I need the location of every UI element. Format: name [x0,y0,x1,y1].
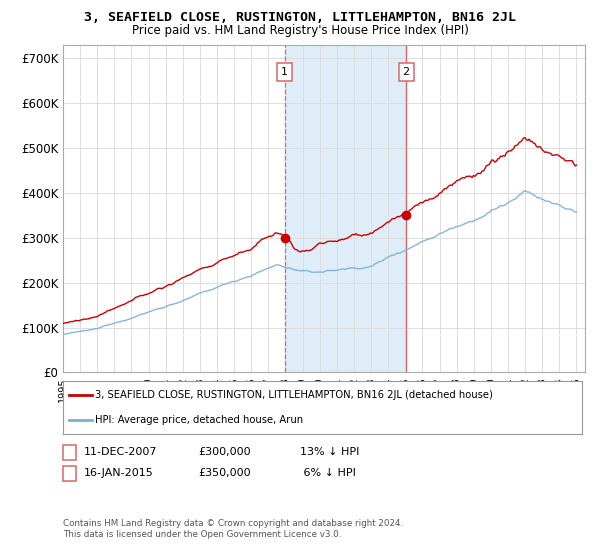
Text: 11-DEC-2007: 11-DEC-2007 [84,447,157,457]
Bar [284,45,406,372]
Text: 6% ↓ HPI: 6% ↓ HPI [300,468,356,478]
Text: 16-JAN-2015: 16-JAN-2015 [84,468,154,478]
Text: 2: 2 [403,67,410,77]
Text: 3, SEAFIELD CLOSE, RUSTINGTON, LITTLEHAMPTON, BN16 2JL: 3, SEAFIELD CLOSE, RUSTINGTON, LITTLEHAM… [84,11,516,24]
Text: 1: 1 [281,67,288,77]
Text: Contains HM Land Registry data © Crown copyright and database right 2024.
This d: Contains HM Land Registry data © Crown c… [63,519,403,539]
Text: £350,000: £350,000 [198,468,251,478]
Text: 3, SEAFIELD CLOSE, RUSTINGTON, LITTLEHAMPTON, BN16 2JL (detached house): 3, SEAFIELD CLOSE, RUSTINGTON, LITTLEHAM… [95,390,493,400]
Text: £300,000: £300,000 [198,447,251,457]
Text: Price paid vs. HM Land Registry's House Price Index (HPI): Price paid vs. HM Land Registry's House … [131,24,469,36]
Text: 1: 1 [66,447,73,457]
Text: 13% ↓ HPI: 13% ↓ HPI [300,447,359,457]
Text: 2: 2 [66,468,73,478]
Text: HPI: Average price, detached house, Arun: HPI: Average price, detached house, Arun [95,414,304,424]
